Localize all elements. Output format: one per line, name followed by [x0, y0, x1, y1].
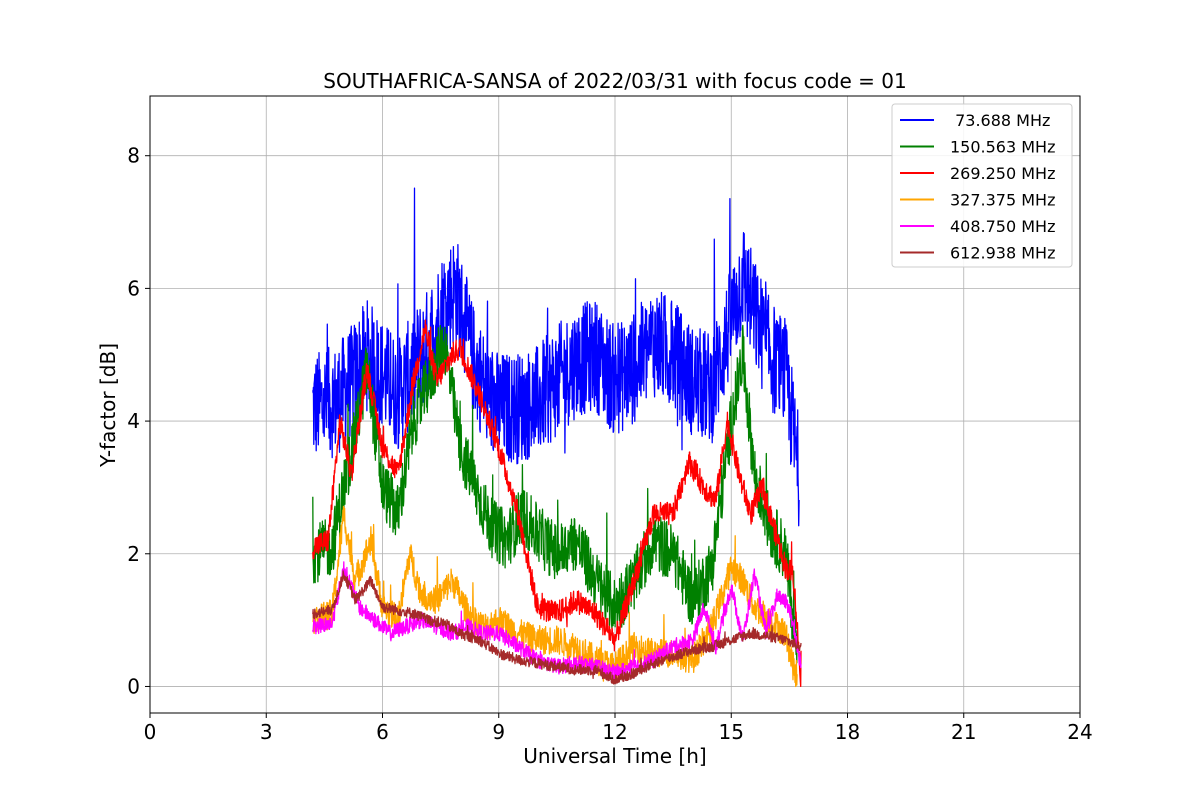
series-layer	[312, 187, 802, 688]
chart-title: SOUTHAFRICA-SANSA of 2022/03/31 with foc…	[323, 69, 907, 93]
x-tick-label: 3	[260, 720, 273, 744]
series-line	[312, 570, 802, 685]
series-line	[312, 505, 798, 688]
x-tick-label: 18	[835, 720, 860, 744]
x-tick-label: 6	[376, 720, 389, 744]
legend-label: 408.750 MHz	[950, 217, 1055, 236]
y-tick-label: 6	[127, 276, 140, 300]
series-line	[312, 324, 798, 664]
x-tick-label: 24	[1067, 720, 1092, 744]
legend-box	[891, 103, 1073, 268]
x-axis-label: Universal Time [h]	[523, 744, 706, 768]
series-line	[312, 187, 800, 527]
legend-label: 269.250 MHz	[950, 164, 1055, 183]
y-tick-label: 2	[127, 542, 140, 566]
legend: 73.688 MHz 150.563 MHz 269.250 MHz 327.375 …	[891, 103, 1073, 268]
series-line	[312, 561, 802, 682]
legend-label: 150.563 MHz	[950, 138, 1055, 157]
x-tick-label: 15	[719, 720, 744, 744]
x-tick-label: 12	[602, 720, 627, 744]
x-tick-label: 21	[951, 720, 976, 744]
legend-label: 327.375 MHz	[950, 191, 1055, 210]
x-tick-label: 0	[144, 720, 157, 744]
y-tick-label: 0	[127, 674, 140, 698]
y-tick-label: 8	[127, 144, 140, 168]
y-tick-label: 4	[127, 409, 140, 433]
series-line	[312, 319, 802, 688]
y-axis-label: Y-factor [dB]	[96, 343, 120, 468]
legend-label: 612.938 MHz	[950, 244, 1055, 263]
x-tick-label: 9	[492, 720, 505, 744]
legend-label: 73.688 MHz	[950, 111, 1050, 130]
